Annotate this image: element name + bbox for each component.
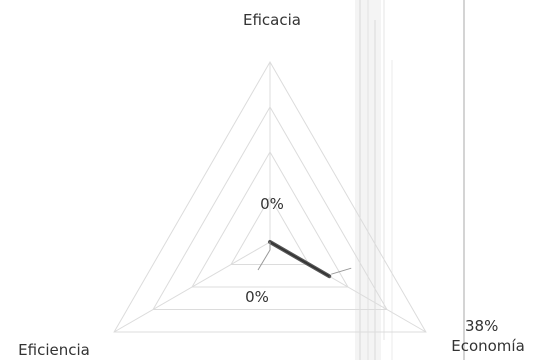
- grid-ring: [152, 105, 388, 310]
- data-label-economia: 38%: [465, 317, 498, 335]
- grid-ring: [230, 195, 310, 265]
- axis-label-eficacia: Eficacia: [243, 11, 301, 29]
- radar-labels: Eficacia Economía Eficiencia 0% 38% 0%: [18, 11, 525, 359]
- data-label-eficacia: 0%: [260, 195, 284, 213]
- economia-leader: [331, 267, 352, 275]
- grid-spoke: [113, 241, 271, 333]
- series-line-core: [269, 241, 330, 277]
- data-label-eficiencia: 0%: [245, 288, 269, 306]
- grid-ring: [113, 61, 427, 333]
- center-leader: [257, 242, 271, 271]
- radar-grid: [113, 61, 427, 333]
- axis-label-economia: Economía: [451, 337, 525, 355]
- axis-label-eficiencia: Eficiencia: [18, 341, 90, 359]
- radar-series: [257, 240, 352, 279]
- grid-ring: [191, 151, 349, 288]
